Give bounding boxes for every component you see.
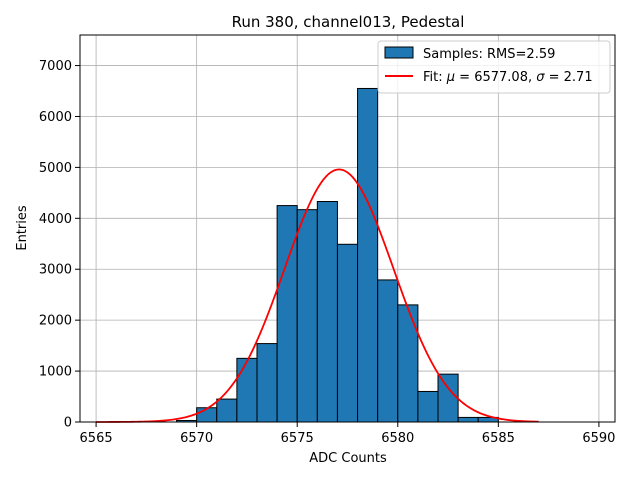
x-tick-label: 6585 — [482, 431, 515, 446]
legend-fit-label: Fit: μ = 6577.08, σ = 2.71 — [423, 70, 593, 85]
histogram-bars — [176, 87, 499, 423]
y-axis-label: Entries — [15, 205, 30, 251]
y-tick-label: 4000 — [39, 212, 72, 227]
y-tick-label: 0 — [64, 416, 72, 431]
plot-frame — [79, 34, 616, 423]
x-tick-label: 6565 — [80, 431, 113, 446]
y-tick-label: 2000 — [39, 314, 72, 329]
x-tick-label: 6575 — [281, 431, 314, 446]
histogram-bar — [296, 209, 318, 423]
histogram-bar — [256, 343, 278, 423]
histogram-bar — [316, 201, 338, 423]
histogram-bar — [437, 373, 459, 423]
histogram-bar — [236, 357, 258, 423]
x-axis-ticks: 6565 6570 6575 6580 6585 6590 — [80, 422, 615, 446]
y-tick-label: 5000 — [39, 161, 72, 176]
y-axis-ticks: 0 1000 2000 3000 4000 5000 6000 7000 — [39, 59, 80, 431]
histogram-bar — [196, 407, 218, 423]
histogram-bar — [336, 243, 359, 423]
y-tick-label: 3000 — [39, 263, 72, 278]
x-tick-label: 6580 — [381, 431, 414, 446]
histogram-bar — [377, 279, 399, 423]
x-axis-label: ADC Counts — [309, 451, 387, 466]
histogram-bar — [397, 304, 419, 423]
fit-curve — [96, 168, 539, 423]
histogram-bar — [357, 87, 379, 423]
legend: Samples: RMS=2.59 Fit: μ = 6577.08, σ = … — [377, 40, 611, 94]
fit-curve-group — [96, 168, 539, 423]
y-tick-label: 6000 — [39, 110, 72, 125]
y-tick-label: 7000 — [39, 59, 72, 74]
histogram-bar — [457, 416, 479, 423]
legend-box — [377, 40, 611, 94]
histogram-bar — [216, 398, 238, 423]
legend-samples-swatch — [384, 46, 414, 59]
legend-samples-label: Samples: RMS=2.59 — [423, 47, 555, 62]
histogram-bar — [417, 390, 439, 423]
chart-title: Run 380, channel013, Pedestal — [232, 13, 465, 31]
y-tick-label: 1000 — [39, 365, 72, 380]
x-tick-label: 6570 — [180, 431, 213, 446]
x-tick-label: 6590 — [582, 431, 615, 446]
histogram-bar — [276, 205, 298, 423]
